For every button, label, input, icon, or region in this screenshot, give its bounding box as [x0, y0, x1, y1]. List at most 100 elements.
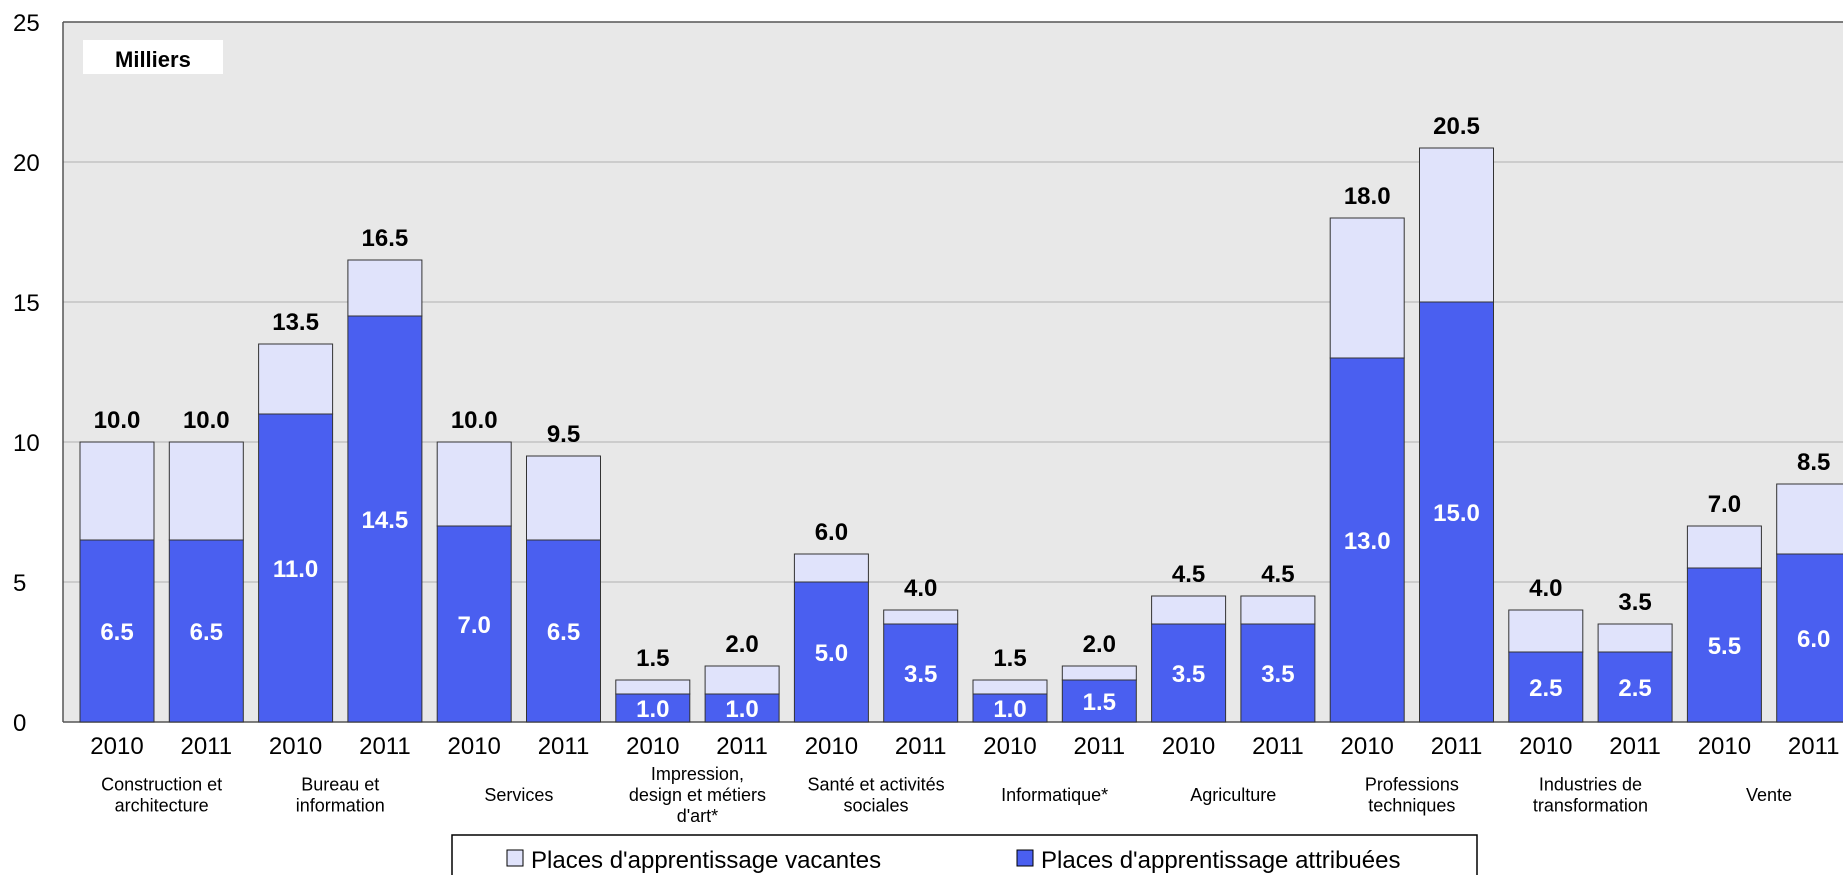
x-category-label: Santé et activités: [808, 775, 945, 795]
bar-inner-label: 6.5: [190, 619, 223, 646]
bar-inner-label: 1.0: [636, 696, 669, 723]
x-year-label: 2010: [1162, 733, 1215, 760]
x-category-label: Services: [484, 785, 553, 805]
x-year-label: 2010: [90, 733, 143, 760]
bar-segment-attribuees: [883, 623, 959, 723]
bar-inner-label: 11.0: [273, 556, 318, 583]
bar-total-label: 4.0: [904, 575, 937, 602]
bar-inner-label: 3.5: [1261, 661, 1294, 688]
bar-total-label: 8.5: [1797, 449, 1830, 476]
x-year-label: 2011: [1609, 733, 1661, 760]
x-year-label: 2011: [1252, 733, 1304, 760]
bar-inner-label: 1.0: [725, 696, 758, 723]
bar-segment-attribuees: [972, 693, 1048, 723]
x-year-label: 2010: [805, 733, 858, 760]
bar-segment-attribuees: [615, 693, 691, 723]
bar-segment-vacantes: [1151, 595, 1227, 625]
bar-total-label: 3.5: [1618, 589, 1651, 616]
bar-segment-attribuees: [1776, 553, 1843, 723]
bar-segment-attribuees: [1686, 567, 1762, 723]
bar-inner-label: 1.0: [993, 696, 1026, 723]
y-tick-label: 5: [13, 570, 26, 597]
bar-segment-attribuees: [1151, 623, 1227, 723]
bar-total-label: 9.5: [547, 421, 580, 448]
bar-inner-label: 5.5: [1708, 633, 1741, 660]
bar-total-label: 7.0: [1708, 491, 1741, 518]
bar-segment-vacantes: [1329, 217, 1405, 359]
x-year-label: 2010: [269, 733, 322, 760]
x-category-label: Bureau et: [301, 775, 379, 795]
x-year-label: 2011: [1073, 733, 1125, 760]
x-category-label: design et métiers: [629, 785, 766, 805]
bar-segment-attribuees: [704, 693, 780, 723]
bar-segment-attribuees: [1419, 301, 1494, 723]
bar-inner-label: 5.0: [815, 640, 848, 667]
bar-total-label: 10.0: [183, 407, 230, 434]
bar-segment-vacantes: [1686, 525, 1762, 569]
bar-total-label: 4.5: [1261, 561, 1294, 588]
legend: Places d'apprentissage vacantes Places d…: [451, 834, 1478, 875]
bar-segment-vacantes: [436, 441, 512, 527]
bar-inner-label: 3.5: [904, 661, 937, 688]
bar-total-label: 16.5: [362, 225, 409, 252]
bar-segment-attribuees: [1597, 651, 1673, 723]
bar-inner-label: 6.5: [100, 619, 133, 646]
bar-segment-attribuees: [1240, 623, 1316, 723]
x-category-label: Agriculture: [1190, 785, 1276, 805]
bar-segment-vacantes: [883, 609, 959, 625]
legend-label-attribuees: Places d'apprentissage attribuées: [1041, 847, 1400, 874]
unit-label-box: Milliers: [83, 40, 223, 74]
bar-segment-vacantes: [1776, 483, 1843, 555]
bar-segment-vacantes: [704, 665, 780, 695]
x-category-label: Industries de: [1539, 775, 1642, 795]
y-tick-label: 0: [13, 710, 26, 737]
x-year-label: 2011: [716, 733, 768, 760]
x-year-label: 2010: [983, 733, 1036, 760]
bar-segment-attribuees: [436, 525, 512, 723]
x-year-label: 2010: [448, 733, 501, 760]
x-category-label: transformation: [1533, 796, 1648, 816]
unit-label: Milliers: [115, 47, 191, 72]
bar-segment-attribuees: [1329, 357, 1405, 723]
x-category-label: Impression,: [651, 764, 744, 784]
bar-segment-attribuees: [258, 413, 334, 723]
y-tick-label: 15: [13, 290, 40, 317]
bar-segment-vacantes: [347, 259, 423, 317]
bar-inner-label: 7.0: [458, 612, 491, 639]
x-axis-year-labels: 2010 2011 2010 2011 2010 2011 2010 2011 2010 2011…: [90, 733, 1839, 760]
x-year-label: 2011: [895, 733, 947, 760]
bar-segment-vacantes: [615, 679, 691, 695]
bar-segment-vacantes: [793, 553, 869, 583]
legend-swatch-attribuees: [1016, 849, 1034, 867]
x-category-label: Professions: [1365, 775, 1459, 795]
bar-inner-label: 14.5: [362, 507, 409, 534]
bar-total-label: 4.5: [1172, 561, 1205, 588]
bar-inner-label: 1.5: [1083, 689, 1116, 716]
x-year-label: 2011: [180, 733, 232, 760]
bar-inner-label: 6.0: [1797, 626, 1830, 653]
bar-segment-vacantes: [1419, 147, 1494, 303]
legend-box: [451, 834, 1478, 875]
bar-segment-vacantes: [1508, 609, 1584, 653]
bar-total-label: 1.5: [636, 645, 669, 672]
x-year-label: 2010: [1519, 733, 1572, 760]
bar-segment-attribuees: [1061, 679, 1137, 723]
bars: 6.5 10.0 6.5 10.0 11.0 13.5 14.5 16.5 7.0 10.0 6.5…: [79, 113, 1843, 723]
bar-inner-label: 3.5: [1172, 661, 1205, 688]
bar-segment-vacantes: [1240, 595, 1316, 625]
bar-segment-vacantes: [258, 343, 334, 415]
bar-total-label: 10.0: [451, 407, 498, 434]
bar-inner-label: 2.5: [1529, 675, 1562, 702]
bar-inner-label: 2.5: [1618, 675, 1651, 702]
bar-segment-vacantes: [972, 679, 1048, 695]
x-year-label: 2011: [359, 733, 411, 760]
unit-label-background: [83, 40, 223, 74]
x-year-label: 2010: [1698, 733, 1751, 760]
x-category-label: architecture: [115, 796, 209, 816]
x-year-label: 2010: [626, 733, 679, 760]
bar-segment-attribuees: [347, 315, 423, 723]
bar-total-label: 2.0: [725, 631, 758, 658]
bar-segment-attribuees: [526, 539, 601, 723]
x-category-label: d'art*: [677, 806, 718, 826]
